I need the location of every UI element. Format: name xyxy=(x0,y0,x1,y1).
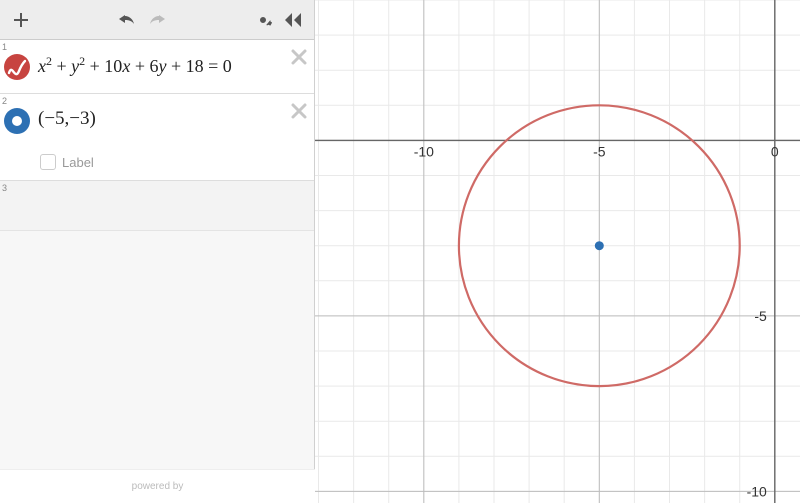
expression-index: 1 xyxy=(2,42,7,52)
powered-by-text: powered by xyxy=(132,481,184,492)
add-expression-button[interactable] xyxy=(6,5,36,35)
expression-latex[interactable]: x2 + y2 + 10x + 6y + 18 = 0 xyxy=(34,40,314,91)
expression-index: 3 xyxy=(2,183,7,193)
point-label-option: Label xyxy=(0,148,314,181)
collapse-sidebar-button[interactable] xyxy=(278,5,308,35)
svg-text:-10: -10 xyxy=(414,143,434,159)
plus-icon xyxy=(13,12,29,28)
undo-icon xyxy=(117,13,137,27)
sidebar-footer: powered by xyxy=(0,469,315,503)
label-checkbox[interactable] xyxy=(40,154,56,170)
close-icon xyxy=(290,102,308,120)
expression-list: 1 x2 + y2 + 10x + 6y + 18 = 0 2 xyxy=(0,40,314,503)
delete-expression-button[interactable] xyxy=(290,102,308,125)
redo-button[interactable] xyxy=(142,5,172,35)
undo-button[interactable] xyxy=(112,5,142,35)
svg-text:-5: -5 xyxy=(754,308,767,324)
expression-index: 2 xyxy=(2,96,7,106)
expression-row-empty[interactable]: 3 xyxy=(0,181,314,231)
gear-icon xyxy=(254,11,272,29)
close-icon xyxy=(290,48,308,66)
curve-icon xyxy=(7,57,27,77)
svg-text:-10: -10 xyxy=(747,483,767,499)
redo-icon xyxy=(147,13,167,27)
svg-text:0: 0 xyxy=(771,143,779,159)
expression-row[interactable]: 2 (−5,−3) xyxy=(0,94,314,148)
expression-row[interactable]: 1 x2 + y2 + 10x + 6y + 18 = 0 xyxy=(0,40,314,94)
graph-canvas: -10 -5 0 -5 -10 xyxy=(315,0,800,503)
settings-button[interactable] xyxy=(248,5,278,35)
expression-sidebar: 1 x2 + y2 + 10x + 6y + 18 = 0 2 xyxy=(0,0,315,503)
delete-expression-button[interactable] xyxy=(290,48,308,71)
label-checkbox-text: Label xyxy=(62,155,94,170)
graph-area[interactable]: -10 -5 0 -5 -10 xyxy=(315,0,800,503)
chevron-double-left-icon xyxy=(284,12,302,28)
svg-text:-5: -5 xyxy=(593,143,606,159)
expression-latex[interactable]: (−5,−3) xyxy=(34,94,314,144)
sidebar-toolbar xyxy=(0,0,314,40)
